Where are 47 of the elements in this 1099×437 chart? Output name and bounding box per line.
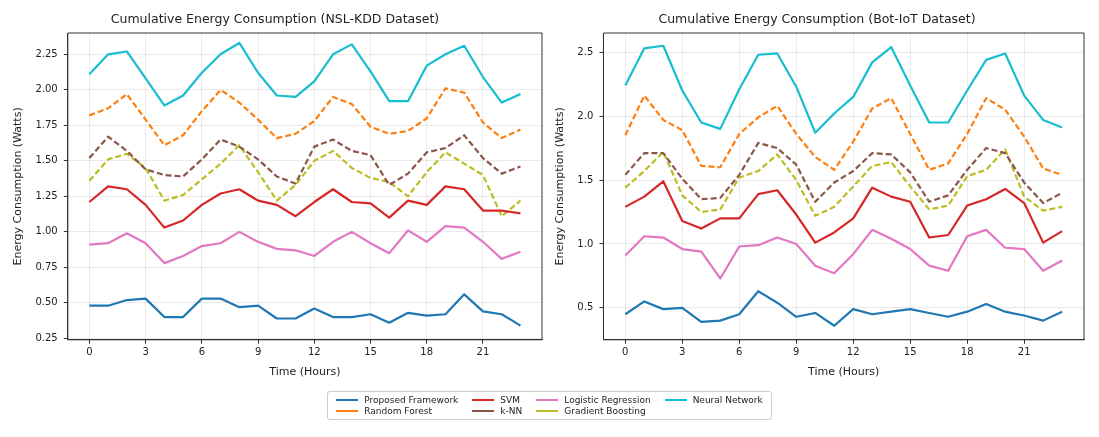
y-tick-label: 0.75 bbox=[32, 260, 61, 272]
x-tick-label: 21 bbox=[1014, 346, 1034, 358]
y-tick-label: 1.75 bbox=[32, 118, 61, 130]
x-axis-title: Time (Hours) bbox=[807, 365, 880, 379]
line-series bbox=[624, 148, 1064, 217]
x-tick-label: 12 bbox=[843, 346, 863, 358]
x-tick-label: 3 bbox=[675, 346, 689, 358]
y-axis-title: Energy Consumption (Watts) bbox=[553, 107, 567, 266]
line-series bbox=[88, 144, 522, 218]
y-tick-label: 0.50 bbox=[32, 296, 61, 308]
y-tick-label: 0.5 bbox=[574, 301, 597, 313]
legend-label: k-NN bbox=[500, 406, 523, 416]
y-tick-label: 2.0 bbox=[574, 109, 597, 121]
y-tick-label: 0.25 bbox=[32, 331, 61, 343]
x-tick-label: 18 bbox=[417, 346, 437, 358]
x-tick-label: 0 bbox=[83, 346, 96, 358]
legend-label: Gradient Boosting bbox=[564, 406, 646, 416]
y-tick-label: 1.50 bbox=[32, 154, 61, 166]
line-series bbox=[88, 134, 522, 187]
chart-title: Cumulative Energy Consumption (NSL-KDD Dataset) bbox=[110, 10, 440, 26]
y-tick-label: 2.25 bbox=[32, 47, 61, 59]
x-tick-label: 6 bbox=[195, 346, 209, 358]
x-tick-label: 18 bbox=[957, 346, 977, 358]
x-tick-label: 0 bbox=[618, 346, 632, 358]
y-tick-label: 1.5 bbox=[574, 173, 597, 185]
x-tick-label: 12 bbox=[304, 346, 324, 358]
y-tick-label: 1.25 bbox=[32, 189, 61, 201]
legend-label: SVM bbox=[500, 395, 520, 405]
y-tick-label: 2.00 bbox=[32, 83, 61, 95]
y-axis-title: Energy Consumption (Watts) bbox=[11, 107, 25, 266]
chart-title: Cumulative Energy Consumption (Bot-IoT Dataset) bbox=[658, 10, 976, 26]
x-tick-label: 9 bbox=[251, 346, 265, 358]
x-tick-label: 3 bbox=[139, 346, 152, 358]
x-axis-title: Time (Hours) bbox=[268, 365, 341, 379]
legend-label: Proposed Framework bbox=[364, 395, 459, 405]
x-tick-label: 15 bbox=[900, 346, 920, 358]
x-tick-label: 15 bbox=[360, 346, 381, 358]
y-tick-label: 1.0 bbox=[574, 237, 597, 249]
legend-label: Random Forest bbox=[364, 406, 432, 416]
y-tick-label: 2.5 bbox=[574, 45, 597, 57]
line-series bbox=[88, 87, 522, 147]
legend-label: Neural Network bbox=[692, 395, 763, 405]
x-tick-label: 9 bbox=[789, 346, 803, 358]
x-tick-label: 6 bbox=[732, 346, 746, 358]
legend-label: Logistic Regression bbox=[564, 395, 651, 405]
x-tick-label: 21 bbox=[473, 346, 493, 358]
y-tick-label: 1.00 bbox=[32, 225, 61, 237]
